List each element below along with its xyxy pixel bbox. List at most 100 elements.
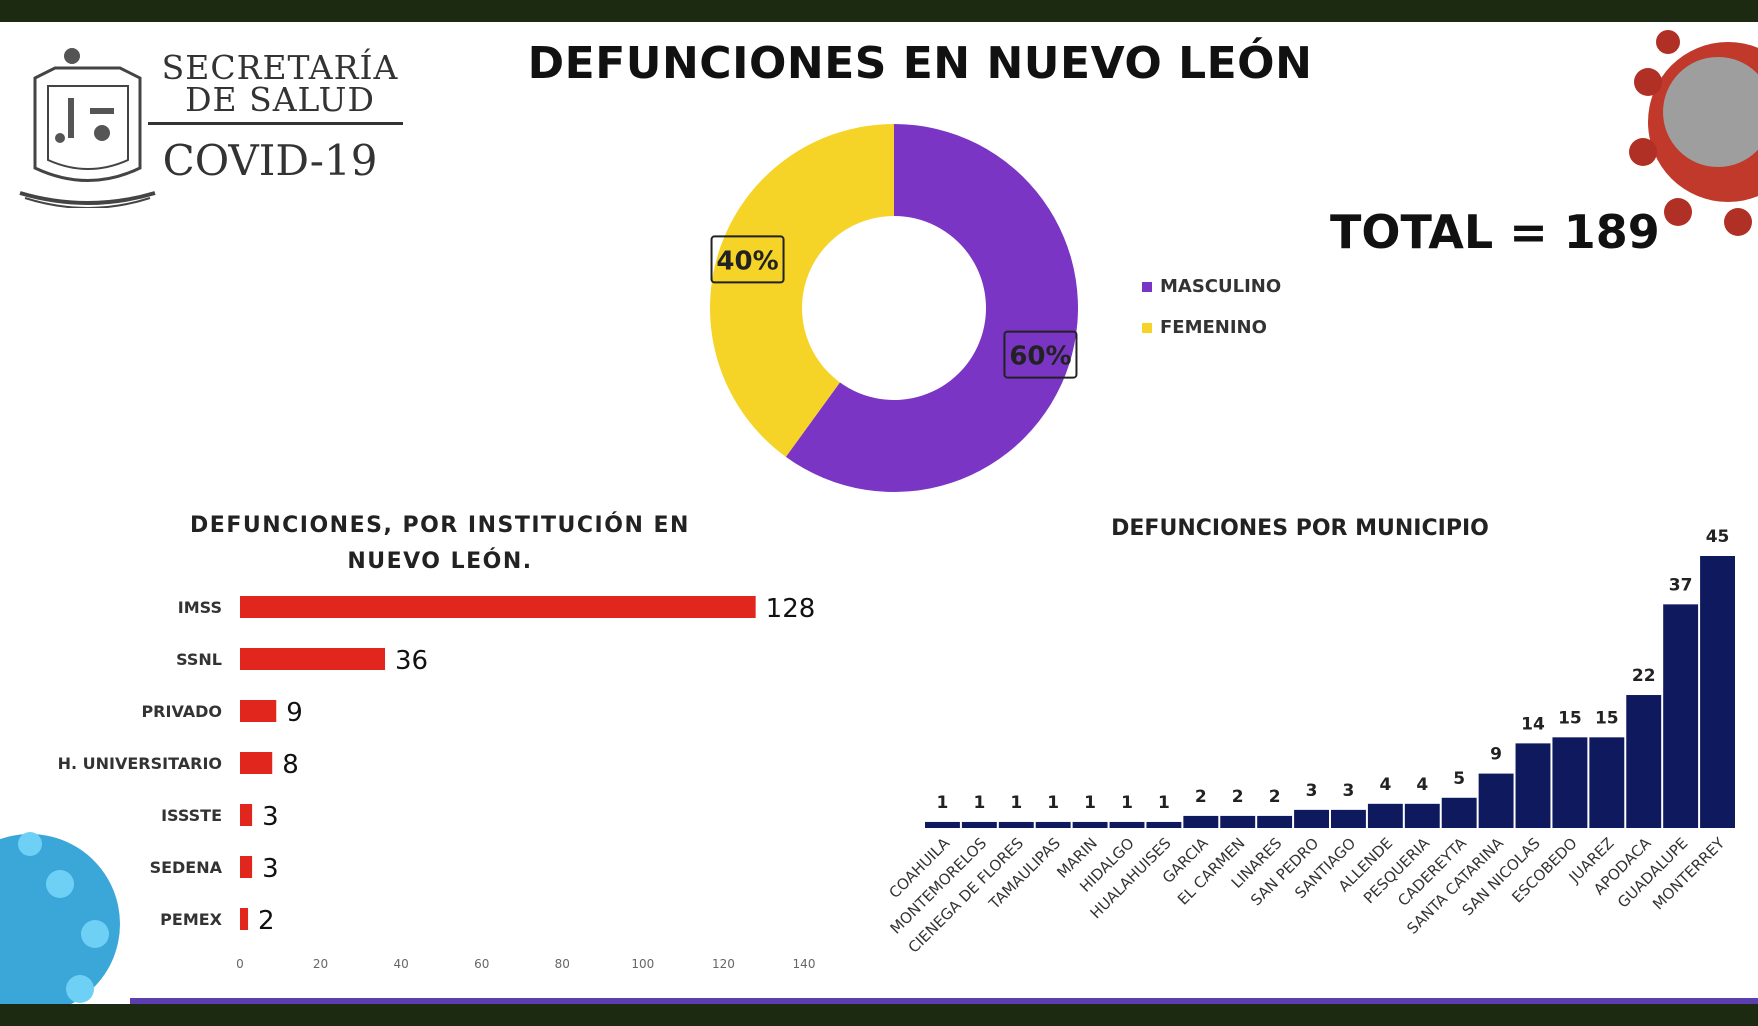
donut-legend: MASCULINO FEMENINO xyxy=(1142,276,1281,358)
institution-value-label: 128 xyxy=(766,594,816,624)
donut-label-box-femenino xyxy=(710,235,785,284)
municipio-value-label: 1 xyxy=(937,793,949,813)
institution-bar xyxy=(240,908,249,930)
municipio-bar xyxy=(1367,803,1403,828)
institution-x-tick: 120 xyxy=(712,957,735,971)
municipio-bar xyxy=(1404,803,1440,828)
municipio-value-label: 4 xyxy=(1379,775,1391,795)
institution-bar xyxy=(240,856,253,878)
municipio-bar xyxy=(1552,737,1588,828)
institution-value-label: 3 xyxy=(262,854,279,884)
municipio-value-label: 2 xyxy=(1232,787,1244,807)
institution-x-tick: 140 xyxy=(793,957,816,971)
municipio-bar xyxy=(1220,815,1256,828)
municipio-bar xyxy=(961,821,997,828)
municipio-bar xyxy=(1589,737,1625,828)
virus-image xyxy=(0,832,120,1004)
municipio-value-label: 1 xyxy=(1010,793,1022,813)
legend-label-masculino: MASCULINO xyxy=(1160,276,1282,297)
logo-divider xyxy=(148,122,403,125)
institution-x-tick: 0 xyxy=(236,957,244,971)
municipio-bar xyxy=(1626,695,1662,828)
municipio-value-label: 3 xyxy=(1306,781,1318,801)
institution-value-label: 9 xyxy=(286,698,303,728)
page-title: DEFUNCIONES EN NUEVO LEÓN xyxy=(527,38,1313,89)
donut-data-label-masculino: 60% xyxy=(1009,342,1071,372)
municipio-bar xyxy=(1035,821,1071,828)
institution-value-label: 8 xyxy=(282,750,299,780)
institution-x-tick: 20 xyxy=(313,957,328,971)
municipio-value-label: 15 xyxy=(1558,708,1582,728)
institution-category-label: SEDENA xyxy=(150,858,223,877)
coronavirus-image xyxy=(1629,30,1758,236)
legend-item-femenino: FEMENINO xyxy=(1142,317,1281,338)
municipio-value-label: 3 xyxy=(1343,781,1355,801)
municipio-chart-title: DEFUNCIONES POR MUNICIPIO xyxy=(1111,516,1489,541)
municipio-value-label: 4 xyxy=(1416,775,1428,795)
municipio-value-label: 9 xyxy=(1490,745,1502,765)
donut-slice-femenino xyxy=(710,123,894,457)
municipio-value-label: 1 xyxy=(973,793,985,813)
municipio-bar xyxy=(1072,821,1108,828)
bottom-bar xyxy=(0,1004,1758,1026)
institution-value-label: 3 xyxy=(262,802,279,832)
top-bar xyxy=(0,0,1758,22)
municipio-bar xyxy=(998,821,1034,828)
institution-bar xyxy=(240,752,273,774)
municipio-value-label: 45 xyxy=(1706,527,1730,547)
institution-category-label: SSNL xyxy=(176,650,222,669)
institution-x-tick: 60 xyxy=(474,957,489,971)
municipio-value-label: 1 xyxy=(1047,793,1059,813)
municipio-bar xyxy=(1663,604,1699,828)
institution-category-label: H. UNIVERSITARIO xyxy=(58,754,222,773)
institution-bar xyxy=(240,596,756,618)
coat-of-arms-icon xyxy=(19,48,156,208)
institution-category-label: PRIVADO xyxy=(141,702,222,721)
municipio-bar xyxy=(1331,809,1366,828)
municipio-value-label: 15 xyxy=(1595,708,1619,728)
legend-swatch-masculino xyxy=(1142,281,1152,292)
municipio-bar xyxy=(1700,556,1735,828)
municipio-value-label: 1 xyxy=(1121,793,1133,813)
institution-value-label: 36 xyxy=(395,646,428,676)
donut-data-label-femenino: 40% xyxy=(716,246,778,276)
donut-slice-masculino xyxy=(785,124,1079,492)
program-name: COVID-19 xyxy=(162,136,378,185)
legend-item-masculino: MASCULINO xyxy=(1142,276,1281,297)
municipio-bar xyxy=(1294,809,1329,828)
municipio-bar xyxy=(1109,821,1145,828)
municipio-value-label: 22 xyxy=(1632,666,1656,686)
municipio-value-label: 1 xyxy=(1084,793,1096,813)
institution-category-label: ISSSTE xyxy=(161,806,222,825)
institution-bar xyxy=(240,804,253,826)
municipio-bar xyxy=(1515,743,1551,828)
institution-x-tick: 40 xyxy=(394,957,409,971)
municipio-value-label: 2 xyxy=(1195,787,1207,807)
municipio-value-label: 1 xyxy=(1158,793,1170,813)
municipio-bar xyxy=(1146,821,1182,828)
municipio-bar xyxy=(1441,797,1477,828)
municipio-value-label: 14 xyxy=(1521,714,1545,734)
legend-label-femenino: FEMENINO xyxy=(1160,317,1267,338)
institution-value-label: 2 xyxy=(258,906,275,936)
municipio-value-label: 37 xyxy=(1669,575,1693,595)
institution-x-tick: 100 xyxy=(631,957,654,971)
institution-bar xyxy=(240,700,277,722)
donut-label-box-masculino xyxy=(1003,330,1078,379)
institution-category-label: PEMEX xyxy=(160,910,223,929)
legend-swatch-femenino xyxy=(1142,322,1152,333)
accent-line xyxy=(130,998,1758,1004)
municipio-bar xyxy=(1183,815,1219,828)
municipio-bar xyxy=(1257,815,1293,828)
institution-bar xyxy=(240,648,386,670)
institution-x-tick: 80 xyxy=(555,957,570,971)
institution-category-label: IMSS xyxy=(178,598,222,617)
institution-chart-title: DEFUNCIONES, POR INSTITUCIÓN EN NUEVO LE… xyxy=(190,513,690,574)
municipio-value-label: 5 xyxy=(1453,769,1465,789)
total-deaths: TOTAL = 189 xyxy=(1330,205,1660,259)
municipio-value-label: 2 xyxy=(1269,787,1281,807)
municipio-bar xyxy=(925,821,960,828)
